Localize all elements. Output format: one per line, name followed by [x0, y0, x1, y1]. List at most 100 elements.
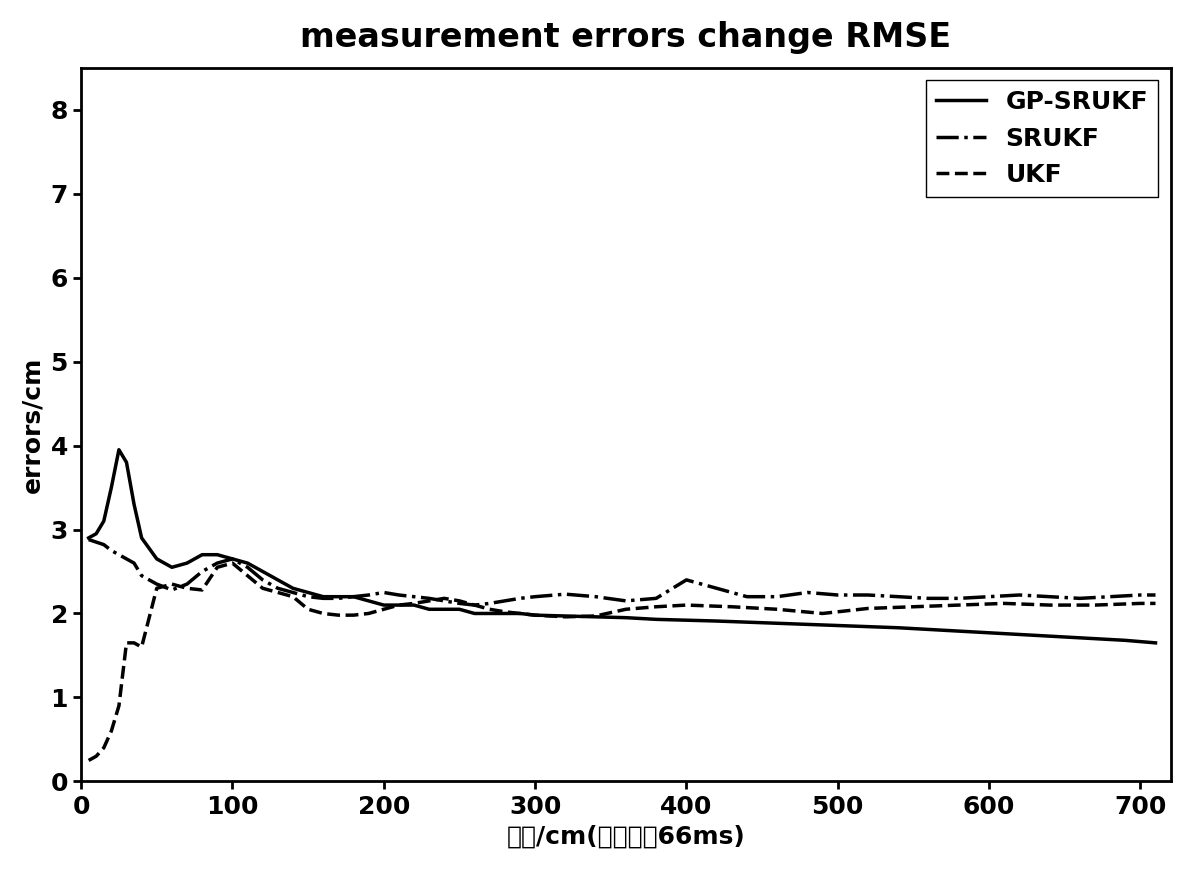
- Line: SRUKF: SRUKF: [88, 540, 1155, 605]
- UKF: [1088, 600, 1103, 610]
- GP-SRUKF: [97, 516, 111, 527]
- GP-SRUKF: [241, 558, 255, 568]
- UKF: [316, 608, 330, 619]
- GP-SRUKF: [528, 610, 542, 620]
- GP-SRUKF: [225, 554, 240, 564]
- UKF: [392, 600, 406, 610]
- UKF: [135, 642, 149, 653]
- UKF: [815, 608, 830, 619]
- UKF: [406, 598, 421, 608]
- Line: UKF: UKF: [88, 563, 1155, 760]
- UKF: [241, 570, 255, 580]
- UKF: [180, 583, 194, 594]
- GP-SRUKF: [1073, 633, 1087, 643]
- GP-SRUKF: [437, 604, 452, 614]
- GP-SRUKF: [1028, 630, 1042, 640]
- UKF: [286, 592, 300, 602]
- GP-SRUKF: [452, 604, 466, 614]
- UKF: [558, 612, 572, 622]
- UKF: [589, 611, 603, 621]
- UKF: [467, 600, 482, 610]
- GP-SRUKF: [180, 558, 194, 568]
- GP-SRUKF: [937, 625, 951, 635]
- Line: GP-SRUKF: GP-SRUKF: [88, 450, 1155, 643]
- UKF: [225, 558, 240, 568]
- GP-SRUKF: [377, 600, 391, 610]
- GP-SRUKF: [286, 583, 300, 594]
- GP-SRUKF: [800, 620, 814, 630]
- GP-SRUKF: [513, 608, 527, 619]
- UKF: [119, 638, 134, 648]
- SRUKF: [467, 600, 482, 610]
- GP-SRUKF: [361, 595, 375, 606]
- UKF: [1148, 598, 1162, 608]
- UKF: [483, 604, 497, 614]
- GP-SRUKF: [149, 554, 163, 564]
- GP-SRUKF: [845, 620, 859, 631]
- UKF: [210, 562, 224, 573]
- Y-axis label: errors/cm: errors/cm: [20, 356, 45, 493]
- UKF: [619, 604, 633, 614]
- UKF: [951, 600, 966, 610]
- UKF: [164, 579, 179, 589]
- GP-SRUKF: [619, 613, 633, 623]
- GP-SRUKF: [210, 549, 224, 560]
- GP-SRUKF: [195, 549, 210, 560]
- GP-SRUKF: [316, 592, 330, 602]
- X-axis label: 路程/cm(采样间隔66ms): 路程/cm(采样间隔66ms): [507, 824, 745, 848]
- Legend: GP-SRUKF, SRUKF, UKF: GP-SRUKF, SRUKF, UKF: [925, 80, 1159, 197]
- GP-SRUKF: [648, 614, 663, 625]
- GP-SRUKF: [81, 533, 95, 543]
- UKF: [906, 601, 920, 612]
- UKF: [648, 601, 663, 612]
- UKF: [528, 610, 542, 620]
- GP-SRUKF: [422, 604, 436, 614]
- UKF: [149, 583, 163, 594]
- GP-SRUKF: [89, 528, 104, 539]
- GP-SRUKF: [1118, 635, 1132, 646]
- UKF: [89, 751, 104, 761]
- GP-SRUKF: [112, 445, 126, 455]
- GP-SRUKF: [709, 616, 724, 627]
- GP-SRUKF: [483, 608, 497, 619]
- GP-SRUKF: [892, 622, 906, 633]
- SRUKF: [225, 554, 240, 564]
- SRUKF: [1012, 590, 1026, 600]
- SRUKF: [180, 579, 194, 589]
- GP-SRUKF: [126, 499, 141, 509]
- UKF: [1043, 600, 1057, 610]
- SRUKF: [331, 594, 346, 604]
- GP-SRUKF: [135, 533, 149, 543]
- SRUKF: [81, 534, 95, 545]
- GP-SRUKF: [982, 627, 997, 638]
- UKF: [770, 604, 784, 614]
- UKF: [679, 600, 694, 610]
- GP-SRUKF: [347, 592, 361, 602]
- GP-SRUKF: [467, 608, 482, 619]
- SRUKF: [1134, 590, 1148, 600]
- GP-SRUKF: [755, 618, 769, 628]
- UKF: [997, 598, 1011, 608]
- UKF: [437, 594, 452, 604]
- UKF: [347, 610, 361, 620]
- GP-SRUKF: [255, 567, 269, 577]
- UKF: [1134, 598, 1148, 608]
- GP-SRUKF: [164, 562, 179, 573]
- UKF: [513, 608, 527, 619]
- UKF: [725, 601, 739, 612]
- UKF: [271, 587, 285, 598]
- GP-SRUKF: [1148, 638, 1162, 648]
- GP-SRUKF: [104, 482, 118, 493]
- UKF: [97, 743, 111, 753]
- UKF: [255, 583, 269, 594]
- UKF: [331, 610, 346, 620]
- GP-SRUKF: [392, 600, 406, 610]
- GP-SRUKF: [406, 600, 421, 610]
- UKF: [300, 604, 315, 614]
- SRUKF: [126, 558, 141, 568]
- UKF: [497, 607, 511, 617]
- UKF: [377, 604, 391, 614]
- UKF: [422, 595, 436, 606]
- UKF: [81, 755, 95, 766]
- UKF: [861, 603, 875, 614]
